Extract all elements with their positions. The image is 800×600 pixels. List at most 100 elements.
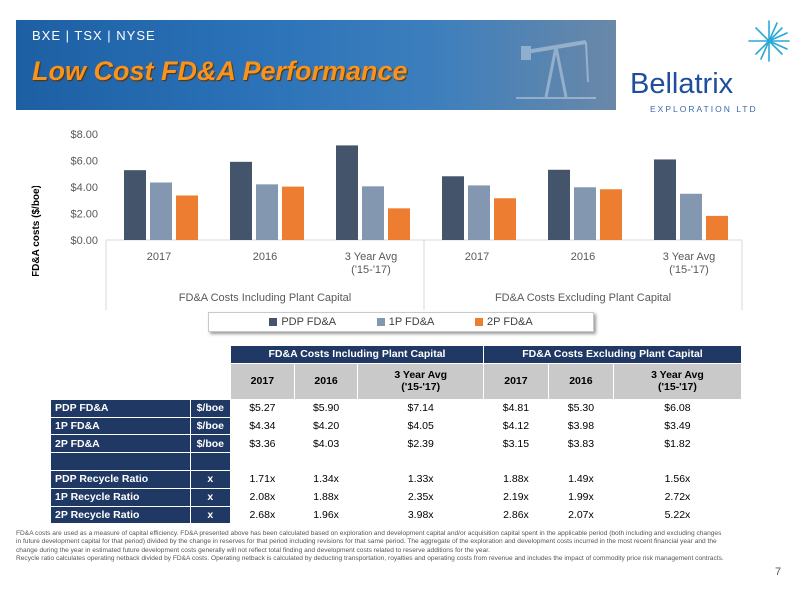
- column-header: 2016: [547, 362, 614, 400]
- table-cell: 2.08x: [230, 487, 295, 507]
- table-cell: [230, 452, 295, 471]
- y-tick-label: $8.00: [70, 129, 98, 141]
- table-cell: 1.71x: [230, 469, 295, 489]
- bar-pdp-fd-a: [442, 176, 464, 240]
- fda-data-table: FD&A Costs Including Plant Capital FD&A …: [50, 345, 743, 525]
- table-row: [50, 452, 743, 471]
- row-label: 1P Recycle Ratio: [50, 487, 191, 507]
- table-cell: $4.12: [482, 416, 549, 436]
- table-cell: $3.98: [547, 416, 614, 436]
- table-cell: 2.68x: [230, 505, 295, 525]
- table-cell: $5.30: [547, 398, 614, 418]
- group-header-excluding: FD&A Costs Excluding Plant Capital: [482, 345, 743, 364]
- exchange-listing: BXE | TSX | NYSE: [32, 28, 156, 43]
- table-cell: 1.96x: [293, 505, 359, 525]
- table-cell: $1.82: [612, 434, 743, 454]
- table-row: 1P FD&A $/boe $4.34 $4.20 $4.05 $4.12 $3.98 $3.…: [50, 416, 743, 436]
- table-cell: 2.72x: [612, 487, 743, 507]
- row-label: PDP FD&A: [50, 398, 191, 418]
- bar-1p-fd-a: [468, 185, 490, 240]
- table-cell: [547, 452, 614, 471]
- footnote-recycle: Recycle ratio calculates operating netba…: [16, 555, 724, 563]
- footnote: FD&A costs are used as a measure of capi…: [16, 530, 726, 564]
- table-row: PDP Recycle Ratio x 1.71x 1.34x 1.33x 1.88x 1.…: [50, 469, 743, 489]
- table-cell: 5.22x: [612, 505, 743, 525]
- page-number: 7: [775, 566, 782, 578]
- row-unit: x: [189, 505, 232, 525]
- legend-swatch-2p: [475, 318, 484, 326]
- bar-1p-fd-a: [150, 182, 172, 240]
- table-cell: 1.49x: [547, 469, 614, 489]
- logo-name: Bellatrix: [630, 68, 734, 100]
- group-header-including: FD&A Costs Including Plant Capital: [230, 345, 484, 364]
- legend-item-2p: 2P FD&A: [475, 316, 533, 328]
- x-tick-label: 2016: [571, 251, 595, 263]
- table-column-header-row: 2017 2016 3 Year Avg ('15-'17) 2017 2016…: [50, 362, 743, 400]
- table-body: PDP FD&A $/boe $5.27 $5.90 $7.14 $4.81 $5.30 $6…: [50, 398, 743, 525]
- table-cell: $2.39: [357, 434, 484, 454]
- bar-pdp-fd-a: [654, 159, 676, 240]
- table-cell: $4.34: [230, 416, 295, 436]
- table-cell: 1.33x: [357, 469, 484, 489]
- x-tick-label: 2016: [253, 251, 277, 263]
- table-row: 2P Recycle Ratio x 2.68x 1.96x 3.98x 2.86x 2.0…: [50, 505, 743, 525]
- row-label: PDP Recycle Ratio: [50, 469, 191, 489]
- x-tick-label: 2017: [147, 251, 171, 263]
- table-cell: 2.86x: [482, 505, 549, 525]
- column-header: 2017: [230, 362, 295, 400]
- x-tick-label: 3 Year Avg: [345, 251, 397, 263]
- x-tick-label: ('15-'17): [351, 264, 391, 276]
- fda-bar-chart: $0.00 $2.00 $4.00 $6.00 $8.00 2017 2016 3 Year …: [70, 129, 743, 310]
- logo-subtitle: EXPLORATION LTD: [650, 104, 758, 114]
- footnote-fda: FD&A costs are used as a measure of capi…: [16, 530, 722, 554]
- row-label: [50, 452, 191, 471]
- bar-2p-fd-a: [282, 186, 304, 240]
- group-label: FD&A Costs Including Plant Capital: [179, 292, 351, 304]
- bar-pdp-fd-a: [548, 169, 570, 240]
- table-cell: [357, 452, 484, 471]
- legend-label-pdp: PDP FD&A: [281, 316, 337, 328]
- table-cell: [482, 452, 549, 471]
- bar-2p-fd-a: [600, 189, 622, 240]
- row-unit: $/boe: [189, 416, 232, 436]
- bar-2p-fd-a: [176, 195, 198, 240]
- row-unit: [189, 452, 232, 471]
- legend-item-1p: 1P FD&A: [376, 316, 435, 328]
- table-cell: $5.90: [293, 398, 359, 418]
- column-header: 3 Year Avg ('15-'17): [612, 362, 743, 400]
- table-row: 2P FD&A $/boe $3.36 $4.03 $2.39 $3.15 $3.83 $1.…: [50, 434, 743, 454]
- header-banner: BXE | TSX | NYSE Low Cost FD&A Performan…: [16, 20, 616, 110]
- table-row: PDP FD&A $/boe $5.27 $5.90 $7.14 $4.81 $5.30 $6…: [50, 398, 743, 418]
- table-cell: 1.88x: [482, 469, 549, 489]
- bar-2p-fd-a: [706, 215, 728, 240]
- row-unit: x: [189, 487, 232, 507]
- chart-legend: PDP FD&A 1P FD&A 2P FD&A: [208, 312, 594, 332]
- y-tick-label: $6.00: [70, 156, 98, 168]
- table-cell: 2.35x: [357, 487, 484, 507]
- bar-pdp-fd-a: [230, 161, 252, 240]
- table-cell: 2.07x: [547, 505, 614, 525]
- bar-1p-fd-a: [362, 186, 384, 240]
- table-cell: 2.19x: [482, 487, 549, 507]
- table-cell: 3.98x: [357, 505, 484, 525]
- table-cell: $4.05: [357, 416, 484, 436]
- table-cell: $3.15: [482, 434, 549, 454]
- bar-1p-fd-a: [680, 193, 702, 240]
- table-group-header-row: FD&A Costs Including Plant Capital FD&A …: [50, 345, 743, 364]
- row-label: 1P FD&A: [50, 416, 191, 436]
- column-header: 3 Year Avg ('15-'17): [357, 362, 484, 400]
- table-cell: $3.83: [547, 434, 614, 454]
- table-cell: $4.81: [482, 398, 549, 418]
- table-cell: [293, 452, 359, 471]
- page-title: Low Cost FD&A Performance: [32, 56, 408, 86]
- y-tick-label: $2.00: [70, 209, 98, 221]
- x-tick-label: ('15-'17): [669, 264, 709, 276]
- column-header: 2016: [293, 362, 359, 400]
- legend-label-1p: 1P FD&A: [388, 316, 435, 328]
- table-cell: 1.34x: [293, 469, 359, 489]
- y-tick-label: $4.00: [70, 182, 98, 194]
- column-header: 2017: [482, 362, 549, 400]
- bar-2p-fd-a: [494, 198, 516, 240]
- x-tick-label: 3 Year Avg: [663, 251, 715, 263]
- bar-1p-fd-a: [256, 184, 278, 240]
